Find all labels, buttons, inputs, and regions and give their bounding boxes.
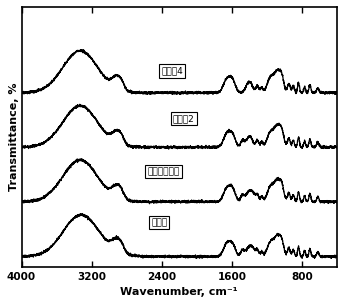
Text: 实施例4: 实施例4 xyxy=(161,67,183,76)
Text: 壳聚糖: 壳聚糖 xyxy=(151,218,167,227)
Text: 季铵化壳聚糖: 季铵化壳聚糖 xyxy=(147,167,180,176)
Y-axis label: Transmittance, %: Transmittance, % xyxy=(9,83,19,191)
X-axis label: Wavenumber, cm⁻¹: Wavenumber, cm⁻¹ xyxy=(120,287,238,297)
Text: 实施例2: 实施例2 xyxy=(173,114,195,123)
